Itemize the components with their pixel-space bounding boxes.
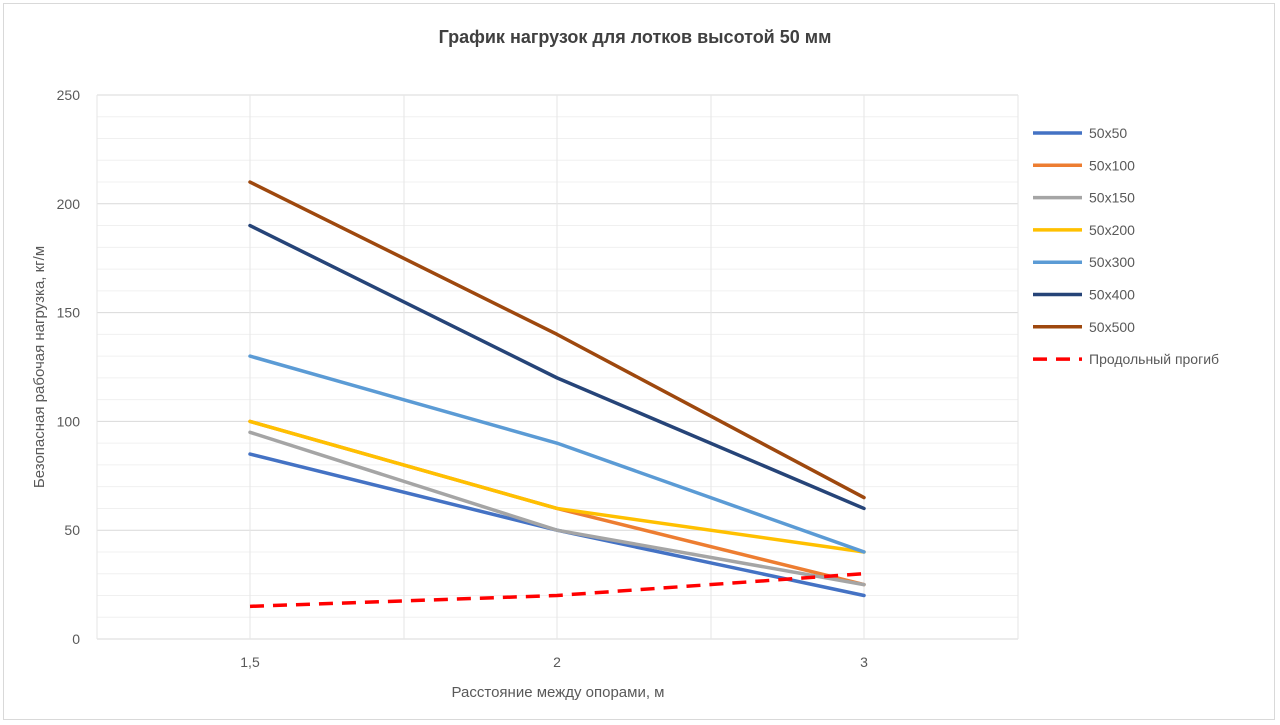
- y-axis-ticks: 0 50 100 150 200 250: [57, 87, 81, 647]
- legend-label: 50x500: [1089, 319, 1135, 335]
- series-line: [248, 430, 866, 587]
- series-line: [248, 223, 866, 511]
- legend-label: 50x400: [1089, 287, 1135, 303]
- y-tick-label: 0: [72, 631, 80, 647]
- legend-label: 50x300: [1089, 254, 1135, 270]
- x-tick-label: 2: [553, 654, 561, 670]
- y-tick-label: 50: [64, 522, 80, 538]
- gridlines: [96, 94, 1019, 640]
- legend-label: Продольный прогиб: [1089, 351, 1219, 367]
- series-line: [248, 419, 866, 554]
- legend-label: 50x150: [1089, 190, 1135, 206]
- series-line: [249, 571, 865, 609]
- legend: 50x50 50x100 50x150 50x200 50x300 50x400 50x50…: [1033, 125, 1219, 367]
- y-tick-label: 100: [57, 413, 81, 429]
- x-axis-label: Расстояние между опорами, м: [452, 684, 665, 701]
- series-line: [248, 354, 866, 554]
- x-axis-ticks: 1,5 2 3: [240, 654, 868, 670]
- series-line: [248, 180, 866, 500]
- legend-label: 50x200: [1089, 222, 1135, 238]
- y-axis-label: Безопасная рабочая нагрузка, кг/м: [31, 246, 48, 488]
- chart-title: График нагрузок для лотков высотой 50 мм: [439, 27, 832, 47]
- series-lines: [248, 180, 866, 609]
- y-tick-label: 200: [57, 196, 81, 212]
- x-tick-label: 1,5: [240, 654, 260, 670]
- legend-label: 50x50: [1089, 125, 1127, 141]
- chart-frame: [3, 3, 1275, 720]
- legend-label: 50x100: [1089, 157, 1135, 173]
- x-tick-label: 3: [860, 654, 868, 670]
- y-tick-label: 150: [57, 305, 81, 321]
- y-tick-label: 250: [57, 87, 81, 103]
